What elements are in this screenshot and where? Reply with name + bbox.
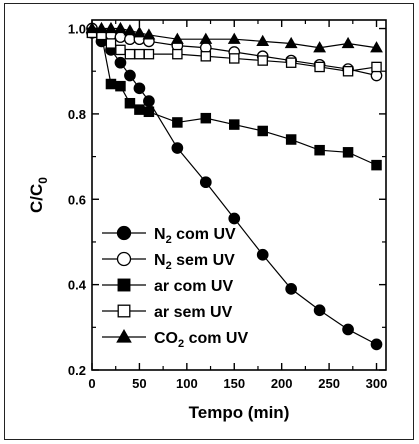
plot-frame xyxy=(91,19,387,371)
data-point xyxy=(285,283,298,295)
data-point xyxy=(371,61,382,73)
data-point xyxy=(172,117,183,128)
y-tick-label: 0.4 xyxy=(68,278,87,293)
data-point xyxy=(199,32,213,44)
data-point xyxy=(285,134,297,145)
data-point xyxy=(114,31,127,43)
x-tick-label: 100 xyxy=(176,376,198,391)
x-tick-label: 300 xyxy=(366,376,388,391)
x-tick-label: 50 xyxy=(132,376,146,391)
data-point xyxy=(200,51,212,62)
data-point xyxy=(342,65,354,77)
data-point xyxy=(256,34,270,46)
data-point xyxy=(342,147,354,158)
data-point xyxy=(85,21,99,34)
data-point xyxy=(199,176,212,189)
x-tick-label: 200 xyxy=(271,376,293,391)
legend-label: ar com UV xyxy=(154,278,233,295)
legend-item: CO2 com UV xyxy=(102,329,248,350)
data-point xyxy=(229,119,240,130)
series-group xyxy=(85,21,383,351)
legend-marker xyxy=(116,225,132,241)
legend-marker xyxy=(117,304,131,318)
data-point xyxy=(134,104,145,115)
legend-marker xyxy=(116,251,132,267)
legend-label: N2 com UV xyxy=(154,226,236,246)
data-point xyxy=(285,57,297,68)
data-point xyxy=(133,26,146,38)
legend-item: ar com UV xyxy=(102,278,233,295)
data-point xyxy=(284,36,298,49)
series-0 xyxy=(86,26,383,351)
data-point xyxy=(104,21,118,34)
legend-label: ar sem UV xyxy=(154,304,233,321)
y-tick-label: 0.6 xyxy=(68,192,86,207)
legend-item: N2 sem UV xyxy=(102,251,235,272)
data-point xyxy=(370,338,383,351)
data-point xyxy=(257,55,268,66)
y-tick-label: 0.2 xyxy=(68,363,86,378)
x-tick-label: 150 xyxy=(223,376,245,391)
y-axis-label: C/C0 xyxy=(27,177,50,213)
series-3 xyxy=(86,27,382,77)
x-tick-label: 250 xyxy=(318,376,340,391)
data-point xyxy=(200,112,212,124)
data-point xyxy=(115,44,126,56)
data-point xyxy=(124,48,136,60)
data-point xyxy=(314,61,325,73)
data-point xyxy=(370,41,383,53)
data-point xyxy=(341,36,355,49)
data-point xyxy=(257,125,268,137)
data-point xyxy=(313,41,327,53)
legend-marker xyxy=(116,329,132,343)
data-point xyxy=(229,53,240,64)
data-point xyxy=(95,21,108,34)
data-point xyxy=(172,48,183,60)
x-tick-label: 0 xyxy=(88,376,95,391)
axes-group: 0 50 100 150 200 250 300 0.2 0.4 0.6 0.8 1.0 Tempo (… xyxy=(27,19,388,422)
data-point xyxy=(143,48,155,60)
legend-item: ar sem UV xyxy=(102,304,233,321)
data-point xyxy=(124,69,136,82)
y-tick-label: 0.8 xyxy=(68,107,86,122)
data-point xyxy=(342,323,354,336)
data-point xyxy=(105,38,117,49)
data-point xyxy=(227,32,241,44)
legend-label: CO2 com UV xyxy=(154,330,248,350)
data-point xyxy=(133,82,146,95)
data-point xyxy=(170,32,184,44)
data-point xyxy=(142,28,156,40)
data-point xyxy=(171,142,184,154)
x-axis-label: Tempo (min) xyxy=(189,403,290,422)
data-point xyxy=(123,24,137,36)
data-point xyxy=(256,248,269,261)
legend-item: N2 com UV xyxy=(102,225,236,246)
data-point xyxy=(228,212,241,225)
legend-marker xyxy=(117,278,131,292)
data-point xyxy=(143,106,155,118)
series-line xyxy=(91,32,377,345)
data-point xyxy=(134,48,145,60)
legend: N2 com UV N2 sem UV ar com UV ar sem UV CO2 … xyxy=(102,225,248,350)
data-point xyxy=(115,80,126,92)
series-4 xyxy=(85,21,383,53)
data-point xyxy=(371,159,382,171)
data-point xyxy=(105,78,117,90)
data-point xyxy=(143,95,155,107)
data-point xyxy=(114,56,127,69)
data-point xyxy=(313,304,326,317)
data-point xyxy=(124,97,136,109)
data-point xyxy=(314,144,325,156)
data-point xyxy=(114,21,127,34)
legend-label: N2 sem UV xyxy=(154,252,235,272)
y-tick-label: 1.0 xyxy=(68,22,86,37)
